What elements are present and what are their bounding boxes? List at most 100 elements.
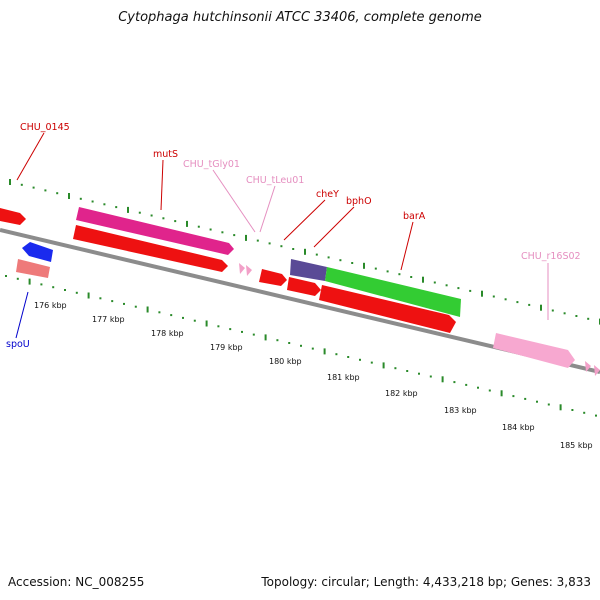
- label-r16s: CHU_r16S02: [521, 251, 581, 262]
- minor-tick: [587, 317, 590, 320]
- minor-tick: [528, 303, 531, 306]
- minor-tick: [64, 289, 66, 291]
- feature-salmon[interactable]: [16, 259, 50, 278]
- feature-r16s[interactable]: [493, 333, 575, 368]
- minor-tick: [91, 200, 94, 203]
- label-chu-0145: CHU_0145: [20, 122, 70, 133]
- label-bara: barA: [403, 211, 426, 222]
- pointer-spou: [15, 291, 29, 339]
- minor-tick: [374, 267, 377, 270]
- feature-trna-leu[interactable]: [246, 265, 252, 276]
- minor-tick: [217, 325, 220, 328]
- minor-tick: [551, 309, 554, 312]
- minor-tick: [536, 400, 538, 403]
- feature-red-cds-3[interactable]: [319, 285, 456, 333]
- feature-muts[interactable]: [76, 207, 234, 255]
- minor-tick: [386, 270, 389, 273]
- pointer-muts: [160, 159, 164, 211]
- feature-chu-0145[interactable]: [0, 208, 26, 225]
- outer-scale-ticks: [9, 179, 600, 325]
- label-trna-leu: CHU_tLeu01: [246, 175, 304, 186]
- minor-tick: [20, 183, 23, 186]
- minor-tick: [268, 242, 271, 245]
- minor-tick: [170, 314, 173, 317]
- minor-tick: [583, 411, 586, 414]
- tick-label: 180 kbp: [269, 357, 302, 366]
- minor-tick: [504, 298, 507, 301]
- minor-tick: [394, 367, 397, 370]
- label-trna-gly: CHU_tGly01: [183, 159, 240, 170]
- tick-label: 185 kbp: [560, 441, 593, 450]
- major-tick: [186, 220, 188, 227]
- accession-text: Accession: NC_008255: [8, 575, 145, 589]
- minor-tick: [134, 305, 137, 308]
- minor-tick: [209, 228, 212, 231]
- feature-bara[interactable]: [325, 267, 461, 317]
- major-tick: [422, 276, 424, 283]
- inner-scale-ticks: [5, 275, 597, 417]
- minor-tick: [221, 231, 224, 234]
- minor-tick: [288, 342, 291, 344]
- minor-tick: [174, 220, 177, 223]
- feature-rrna-small-2[interactable]: [594, 365, 600, 376]
- minor-tick: [445, 284, 448, 287]
- minor-tick: [32, 186, 35, 189]
- minor-tick: [52, 286, 55, 289]
- tick-label: 179 kbp: [210, 343, 243, 352]
- pointer-chu-0145: [16, 132, 45, 181]
- tick-label: 181 kbp: [327, 373, 360, 382]
- major-tick: [363, 262, 365, 269]
- minor-tick: [311, 347, 314, 350]
- major-tick: [382, 362, 385, 369]
- minor-tick: [103, 203, 106, 206]
- feature-bpho[interactable]: [287, 277, 321, 296]
- feature-red-cds-2[interactable]: [259, 269, 287, 286]
- minor-tick: [280, 245, 283, 248]
- minor-tick: [241, 330, 243, 333]
- minor-tick: [138, 211, 141, 214]
- minor-tick: [115, 206, 118, 209]
- minor-tick: [453, 381, 456, 384]
- minor-tick: [182, 316, 184, 319]
- major-tick: [205, 320, 208, 327]
- major-tick: [68, 193, 70, 199]
- label-muts: mutS: [153, 149, 178, 160]
- feature-trna-gly[interactable]: [239, 263, 245, 274]
- feature-rrna-small-1[interactable]: [585, 361, 591, 372]
- pointer-trna-gly: [212, 169, 256, 233]
- minor-tick: [150, 214, 153, 217]
- label-spou: spoU: [6, 339, 30, 350]
- feature-red-cds-1[interactable]: [73, 225, 228, 272]
- minor-tick: [252, 333, 255, 336]
- minor-tick: [492, 295, 495, 298]
- map-title: Cytophaga hutchinsonii ATCC 33406, compl…: [118, 10, 482, 25]
- major-tick: [441, 376, 444, 383]
- minor-tick: [16, 277, 19, 280]
- feature-spou[interactable]: [22, 242, 53, 262]
- major-tick: [323, 348, 326, 355]
- minor-tick: [429, 375, 432, 378]
- minor-tick: [595, 414, 597, 417]
- minor-tick: [40, 283, 43, 286]
- minor-tick: [327, 256, 330, 259]
- minor-tick: [75, 291, 78, 294]
- minor-tick: [347, 356, 350, 358]
- minor-tick: [229, 328, 232, 331]
- pointer-bpho: [313, 206, 355, 248]
- minor-tick: [457, 287, 460, 290]
- minor-tick: [370, 361, 373, 364]
- tick-label: 178 kbp: [151, 329, 184, 338]
- minor-tick: [547, 403, 550, 406]
- minor-tick: [563, 312, 566, 315]
- minor-tick: [398, 273, 401, 276]
- minor-tick: [516, 301, 519, 304]
- minor-tick: [44, 189, 47, 192]
- minor-tick: [418, 372, 420, 375]
- major-tick: [264, 334, 267, 341]
- minor-tick: [292, 248, 295, 250]
- minor-tick: [469, 289, 472, 292]
- feature-chey-outer[interactable]: [290, 259, 327, 281]
- major-tick: [481, 290, 483, 297]
- tick-label: 184 kbp: [502, 423, 535, 432]
- pointer-trna-leu: [259, 185, 276, 233]
